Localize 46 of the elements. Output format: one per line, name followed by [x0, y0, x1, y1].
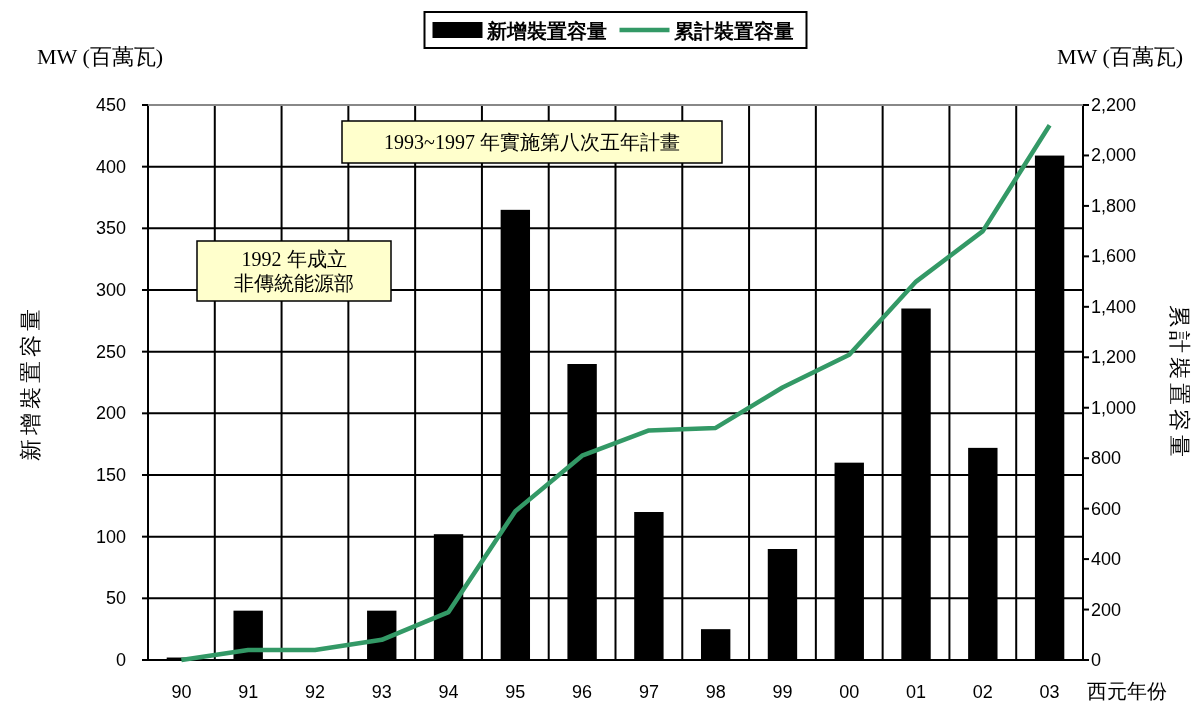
y2-tick-label: 800	[1091, 448, 1122, 469]
x-tick-label: 93	[371, 682, 392, 702]
y-axis-title: 新增裝置容量	[18, 304, 43, 461]
x-tick-label: 00	[839, 682, 860, 702]
annotation: 非傳統能源部	[234, 272, 354, 294]
x-tick-label: 03	[1039, 682, 1060, 702]
x-tick-label: 01	[906, 682, 927, 702]
y-tick-label: 100	[95, 526, 126, 547]
y2-tick-label: 2,000	[1091, 145, 1137, 166]
x-tick-label: 92	[304, 682, 325, 702]
y-tick-label: 400	[95, 156, 126, 177]
y-tick-label: 150	[95, 465, 126, 485]
x-tick-label: 02	[972, 682, 993, 702]
y2-axis-title: 累計裝置容量	[1167, 304, 1192, 461]
x-tick-label: 95	[505, 682, 526, 702]
x-tick-label: 91	[238, 682, 259, 702]
annotation: 1992 年成立	[241, 248, 347, 270]
y2-tick-label: 1,600	[1091, 246, 1137, 267]
x-tick-label: 97	[638, 682, 659, 702]
y2-tick-label: 400	[1091, 549, 1122, 570]
legend-label: 累計裝置容量	[672, 20, 794, 42]
y2-tick-label: 2,200	[1091, 95, 1137, 115]
legend-label: 新增裝置容量	[485, 20, 607, 42]
y-tick-label: 350	[95, 218, 126, 239]
y-tick-label: 300	[95, 280, 126, 300]
y2-tick-label: 600	[1091, 498, 1122, 519]
y-tick-label: 200	[95, 403, 126, 424]
y2-tick-label: 1,200	[1091, 347, 1137, 368]
y-tick-label: 450	[95, 95, 126, 115]
x-tick-label: 98	[705, 682, 726, 702]
y2-tick-label: 0	[1091, 650, 1102, 670]
y2-tick-label: 1,000	[1091, 397, 1137, 418]
x-tick-label: 99	[772, 682, 793, 702]
x-tick-label: 94	[438, 682, 459, 702]
x-tick-label: 96	[572, 682, 593, 702]
y2-tick-label: 200	[1091, 599, 1122, 620]
x-axis-title: 西元年份	[1087, 680, 1167, 702]
text: MW (百萬瓦)	[1056, 44, 1184, 69]
y2-tick-label: 1,800	[1091, 195, 1137, 216]
y-tick-label: 0	[115, 650, 126, 670]
y-tick-label: 250	[95, 341, 126, 362]
text: MW (百萬瓦)	[36, 44, 164, 69]
y2-tick-label: 1,400	[1091, 296, 1137, 317]
x-tick-label: 90	[171, 682, 192, 702]
y-tick-label: 50	[105, 588, 126, 609]
annotation: 1993~1997 年實施第八次五年計畫	[384, 131, 680, 153]
